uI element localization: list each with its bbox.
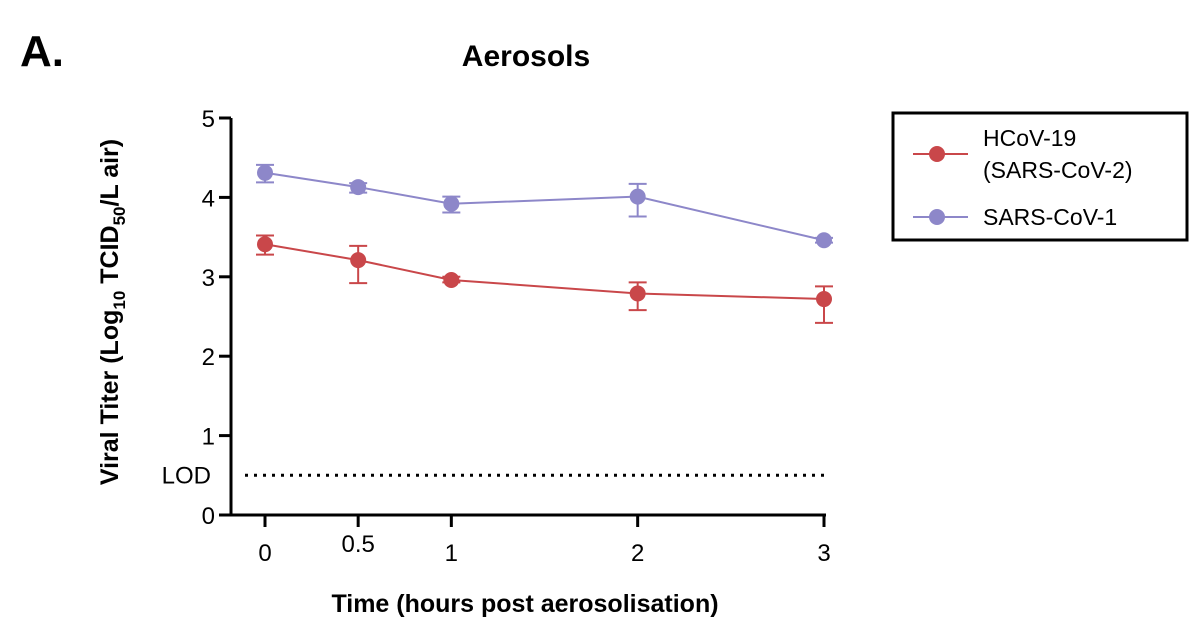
chart-title: Aerosols (462, 40, 590, 73)
plot-area: 0 1 2 3 4 5 0 0.5 1 2 3 LOD (162, 106, 833, 567)
data-point (816, 232, 832, 249)
y-axis-label-part-3: /L air) (96, 139, 124, 207)
x-tick-label: 0.5 (341, 531, 374, 558)
data-point (443, 271, 460, 288)
y-axis-label-part-2: TCID (96, 225, 124, 290)
y-axis-label: Viral Titer (Log10 TCID50/L air) (96, 139, 129, 485)
data-point (350, 252, 367, 269)
data-point (443, 195, 460, 212)
data-point (629, 285, 646, 302)
y-tick-label: 2 (202, 344, 215, 371)
legend-label-sars-cov-1: SARS-CoV-1 (983, 204, 1117, 230)
y-tick-label: 5 (202, 106, 215, 133)
data-point (350, 179, 367, 196)
data-point (257, 236, 273, 253)
x-tick-label: 2 (631, 540, 644, 567)
y-tick-label: 3 (202, 265, 215, 292)
legend-box (891, 111, 1189, 242)
y-tick-label: 4 (202, 185, 215, 212)
legend-marker-sars-cov-2 (929, 146, 945, 162)
data-point (629, 188, 646, 205)
data-point (257, 164, 273, 181)
x-tick-label: 0 (258, 540, 271, 567)
series-line-1 (264, 171, 825, 242)
legend-marker-sars-cov-1 (929, 209, 945, 225)
data-point (816, 291, 832, 308)
series-line-0 (264, 243, 825, 301)
y-tick-label: 0 (202, 503, 215, 530)
legend-label-sars-cov-2-line2: (SARS-CoV-2) (983, 157, 1133, 183)
y-axis-label-subscript-50: 50 (110, 206, 129, 225)
y-axis-label-part-1: Viral Titer (Log (96, 310, 124, 486)
lod-label: LOD (162, 462, 211, 489)
x-tick-label: 3 (817, 540, 830, 567)
legend: HCoV-19 (SARS-CoV-2) SARS-CoV-1 (891, 111, 1189, 242)
y-axis-label-subscript-10: 10 (110, 291, 129, 310)
x-tick-label: 1 (445, 540, 458, 567)
x-axis-label: Time (hours post aerosolisation) (331, 590, 718, 618)
panel-label: A. (20, 27, 64, 76)
legend-label-sars-cov-2-line1: HCoV-19 (983, 125, 1076, 151)
y-tick-label: 1 (202, 424, 215, 451)
